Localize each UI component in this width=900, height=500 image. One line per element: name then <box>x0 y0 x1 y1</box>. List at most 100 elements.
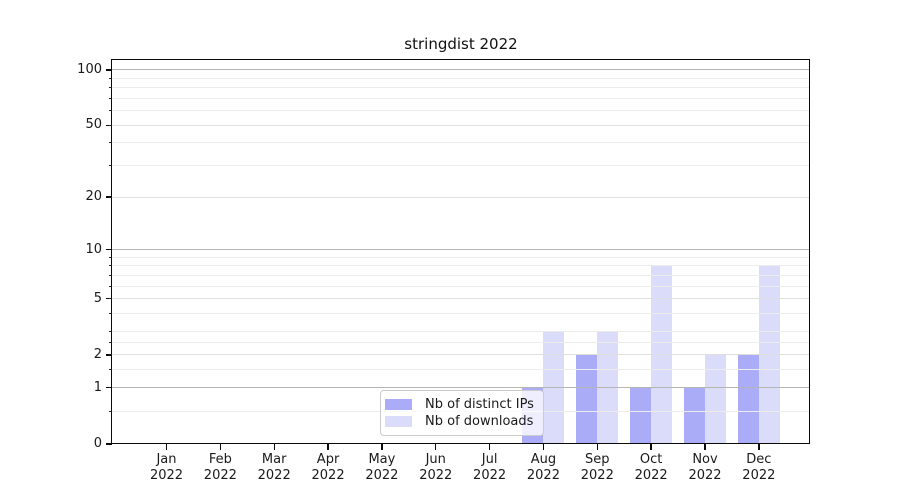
y-minor-tick-mark <box>108 87 112 89</box>
x-tick-label: Feb 2022 <box>190 452 250 484</box>
y-gridline-minor <box>112 165 810 167</box>
x-tick-label: Jan 2022 <box>137 452 197 484</box>
y-minor-tick-mark <box>108 331 112 333</box>
y-gridline-minor <box>112 110 810 112</box>
bar-distinct-ips <box>630 387 652 444</box>
bar-downloads <box>705 354 726 444</box>
x-tick-label-line: Jul <box>481 452 498 467</box>
y-tick-label: 1 <box>93 379 102 395</box>
x-tick-label-line: Jan <box>156 452 177 467</box>
x-tick-label-line: Dec <box>746 452 772 467</box>
x-tick-label: Jul 2022 <box>460 452 520 484</box>
y-tick-label: 0 <box>93 436 102 451</box>
x-tick-label-line: Oct <box>639 452 663 467</box>
y-tick-label: 50 <box>85 117 102 133</box>
y-gridline-minor <box>112 313 810 314</box>
y-gridline-minor <box>112 142 810 144</box>
y-minor-tick-mark <box>108 313 112 314</box>
x-tick-label-line: 2022 <box>311 468 345 483</box>
y-minor-tick-mark <box>108 298 112 300</box>
x-tick-label-line: 2022 <box>257 468 291 483</box>
x-tick-mark <box>488 444 491 450</box>
x-tick-mark <box>435 444 437 450</box>
y-minor-tick-mark <box>108 369 112 371</box>
legend-swatch-distinct-ips-icon <box>385 399 412 410</box>
y-gridline-minor <box>112 331 810 333</box>
x-tick-label-line: 2022 <box>742 468 776 483</box>
y-tick-mark <box>106 248 112 251</box>
legend-label-distinct-ips: Nb of distinct IPs <box>425 397 534 412</box>
y-gridline-major <box>112 387 810 389</box>
x-tick-label-line: Mar <box>261 452 287 467</box>
x-tick-mark <box>650 444 652 450</box>
bar-distinct-ips <box>576 354 598 444</box>
y-minor-tick-mark <box>108 124 112 126</box>
y-gridline-labeled <box>112 298 810 300</box>
y-gridline-minor <box>112 77 810 79</box>
x-tick-label-line: Feb <box>208 452 232 467</box>
x-tick-label: Mar 2022 <box>244 452 304 484</box>
y-tick-label: 10 <box>85 241 102 257</box>
x-tick-label: Sep 2022 <box>567 452 627 484</box>
x-tick-mark <box>165 444 168 450</box>
y-tick-label: 2 <box>93 346 102 362</box>
x-tick-label: Apr 2022 <box>298 452 358 484</box>
y-gridline-minor <box>112 97 810 99</box>
y-minor-tick-mark <box>108 354 112 356</box>
x-tick-mark <box>327 444 329 450</box>
x-tick-mark <box>273 444 275 450</box>
y-gridline-labeled <box>112 196 810 198</box>
y-gridline-labeled <box>112 124 810 126</box>
legend-item-distinct-ips: Nb of distinct IPs <box>385 397 543 412</box>
plot-area <box>112 60 810 444</box>
x-tick-label-line: Apr <box>316 452 340 467</box>
x-tick-label-line: 2022 <box>580 468 614 483</box>
x-tick-label-line: Nov <box>692 452 718 467</box>
y-minor-tick-mark <box>108 196 112 198</box>
y-gridline-minor <box>112 256 810 258</box>
y-minor-tick-mark <box>108 110 112 112</box>
y-gridline-minor <box>112 341 810 343</box>
y-minor-tick-mark <box>108 265 112 267</box>
y-minor-tick-mark <box>108 256 112 258</box>
x-tick-label-line: Sep <box>585 452 610 467</box>
x-tick-label-line: 2022 <box>149 468 184 483</box>
x-tick-mark <box>704 444 706 450</box>
y-gridline-minor <box>112 87 810 89</box>
x-tick-label-line: 2022 <box>688 468 722 483</box>
x-tick-label-line: May <box>368 452 396 467</box>
y-gridline-labeled <box>112 354 810 356</box>
legend-item-downloads: Nb of downloads <box>385 414 543 429</box>
x-tick-mark <box>758 444 760 450</box>
y-tick-mark <box>106 69 112 71</box>
x-tick-label-line: Aug <box>530 452 557 467</box>
x-tick-label: Jun 2022 <box>406 452 466 484</box>
x-tick-label: Dec 2022 <box>729 452 789 484</box>
y-minor-tick-mark <box>108 77 112 79</box>
y-minor-tick-mark <box>108 165 112 167</box>
y-tick-mark <box>106 443 112 445</box>
x-tick-label: Oct 2022 <box>621 452 681 484</box>
bar-distinct-ips <box>737 354 759 444</box>
y-gridline-minor <box>112 265 810 267</box>
y-tick-label: 20 <box>85 189 102 205</box>
legend: Nb of distinct IPs Nb of downloads <box>380 390 544 436</box>
x-tick-mark <box>381 444 383 450</box>
x-tick-label-line: 2022 <box>526 468 560 483</box>
x-tick-label: May 2022 <box>352 452 412 484</box>
x-tick-mark <box>542 444 545 450</box>
x-tick-label-line: 2022 <box>473 468 507 483</box>
x-tick-label-line: Jun <box>425 452 446 467</box>
x-tick-label-line: 2022 <box>419 468 453 483</box>
x-tick-label: Aug 2022 <box>513 452 573 484</box>
y-gridline-major <box>112 69 810 71</box>
y-gridline-major <box>112 249 810 251</box>
y-tick-label: 100 <box>77 61 102 77</box>
legend-swatch-downloads-icon <box>385 416 412 427</box>
y-gridline-minor <box>112 285 810 287</box>
legend-label-downloads: Nb of downloads <box>425 414 534 429</box>
bar-distinct-ips <box>684 387 705 444</box>
x-tick-mark <box>219 444 222 450</box>
x-tick-label-line: 2022 <box>365 468 399 483</box>
